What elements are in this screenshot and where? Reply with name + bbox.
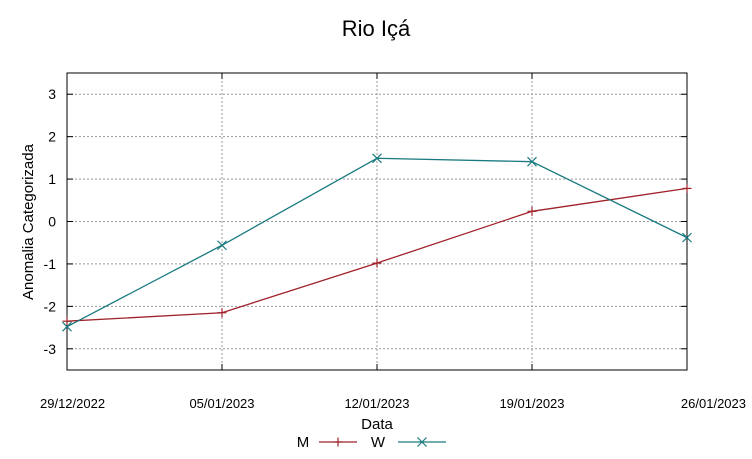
y-tick-label: -1 <box>44 256 57 272</box>
y-tick-label: 3 <box>48 86 56 102</box>
y-tick-label: 0 <box>48 214 56 230</box>
legend-label-w: W <box>371 434 386 451</box>
point-w <box>682 232 692 243</box>
point-w <box>372 153 382 164</box>
chart-title: Rio Içá <box>342 16 411 41</box>
point-w <box>217 240 227 251</box>
x-tick-label: 12/01/2023 <box>344 396 409 411</box>
x-tick-label: 19/01/2023 <box>499 396 564 411</box>
point-m <box>62 316 72 326</box>
y-axis-label: Anomalia Categorizada <box>20 143 37 300</box>
x-tick-label: 29/12/2022 <box>40 396 105 411</box>
legend-label-m: M <box>297 434 310 451</box>
point-m <box>372 258 382 268</box>
legend-marker-m <box>333 437 343 447</box>
x-tick-label: 26/01/2023 <box>681 396 746 411</box>
y-tick-label: 1 <box>48 171 56 187</box>
x-tick-label: 05/01/2023 <box>189 396 254 411</box>
y-tick-label: 2 <box>48 129 56 145</box>
point-m <box>682 183 692 193</box>
y-tick-label: -3 <box>44 341 57 357</box>
x-axis-label: Data <box>361 416 393 433</box>
point-w <box>527 156 537 167</box>
series-group <box>62 153 692 332</box>
x-axis-ticks: 29/12/2022 05/01/2023 12/01/2023 19/01/2023… <box>40 73 746 411</box>
point-m <box>527 206 537 216</box>
y-axis-ticks: -3 -2 -1 0 1 2 3 <box>44 86 687 357</box>
point-w <box>62 321 72 332</box>
point-m <box>217 308 227 318</box>
legend-marker-w <box>417 437 427 447</box>
grid <box>67 73 687 370</box>
y-tick-label: -2 <box>44 298 57 314</box>
